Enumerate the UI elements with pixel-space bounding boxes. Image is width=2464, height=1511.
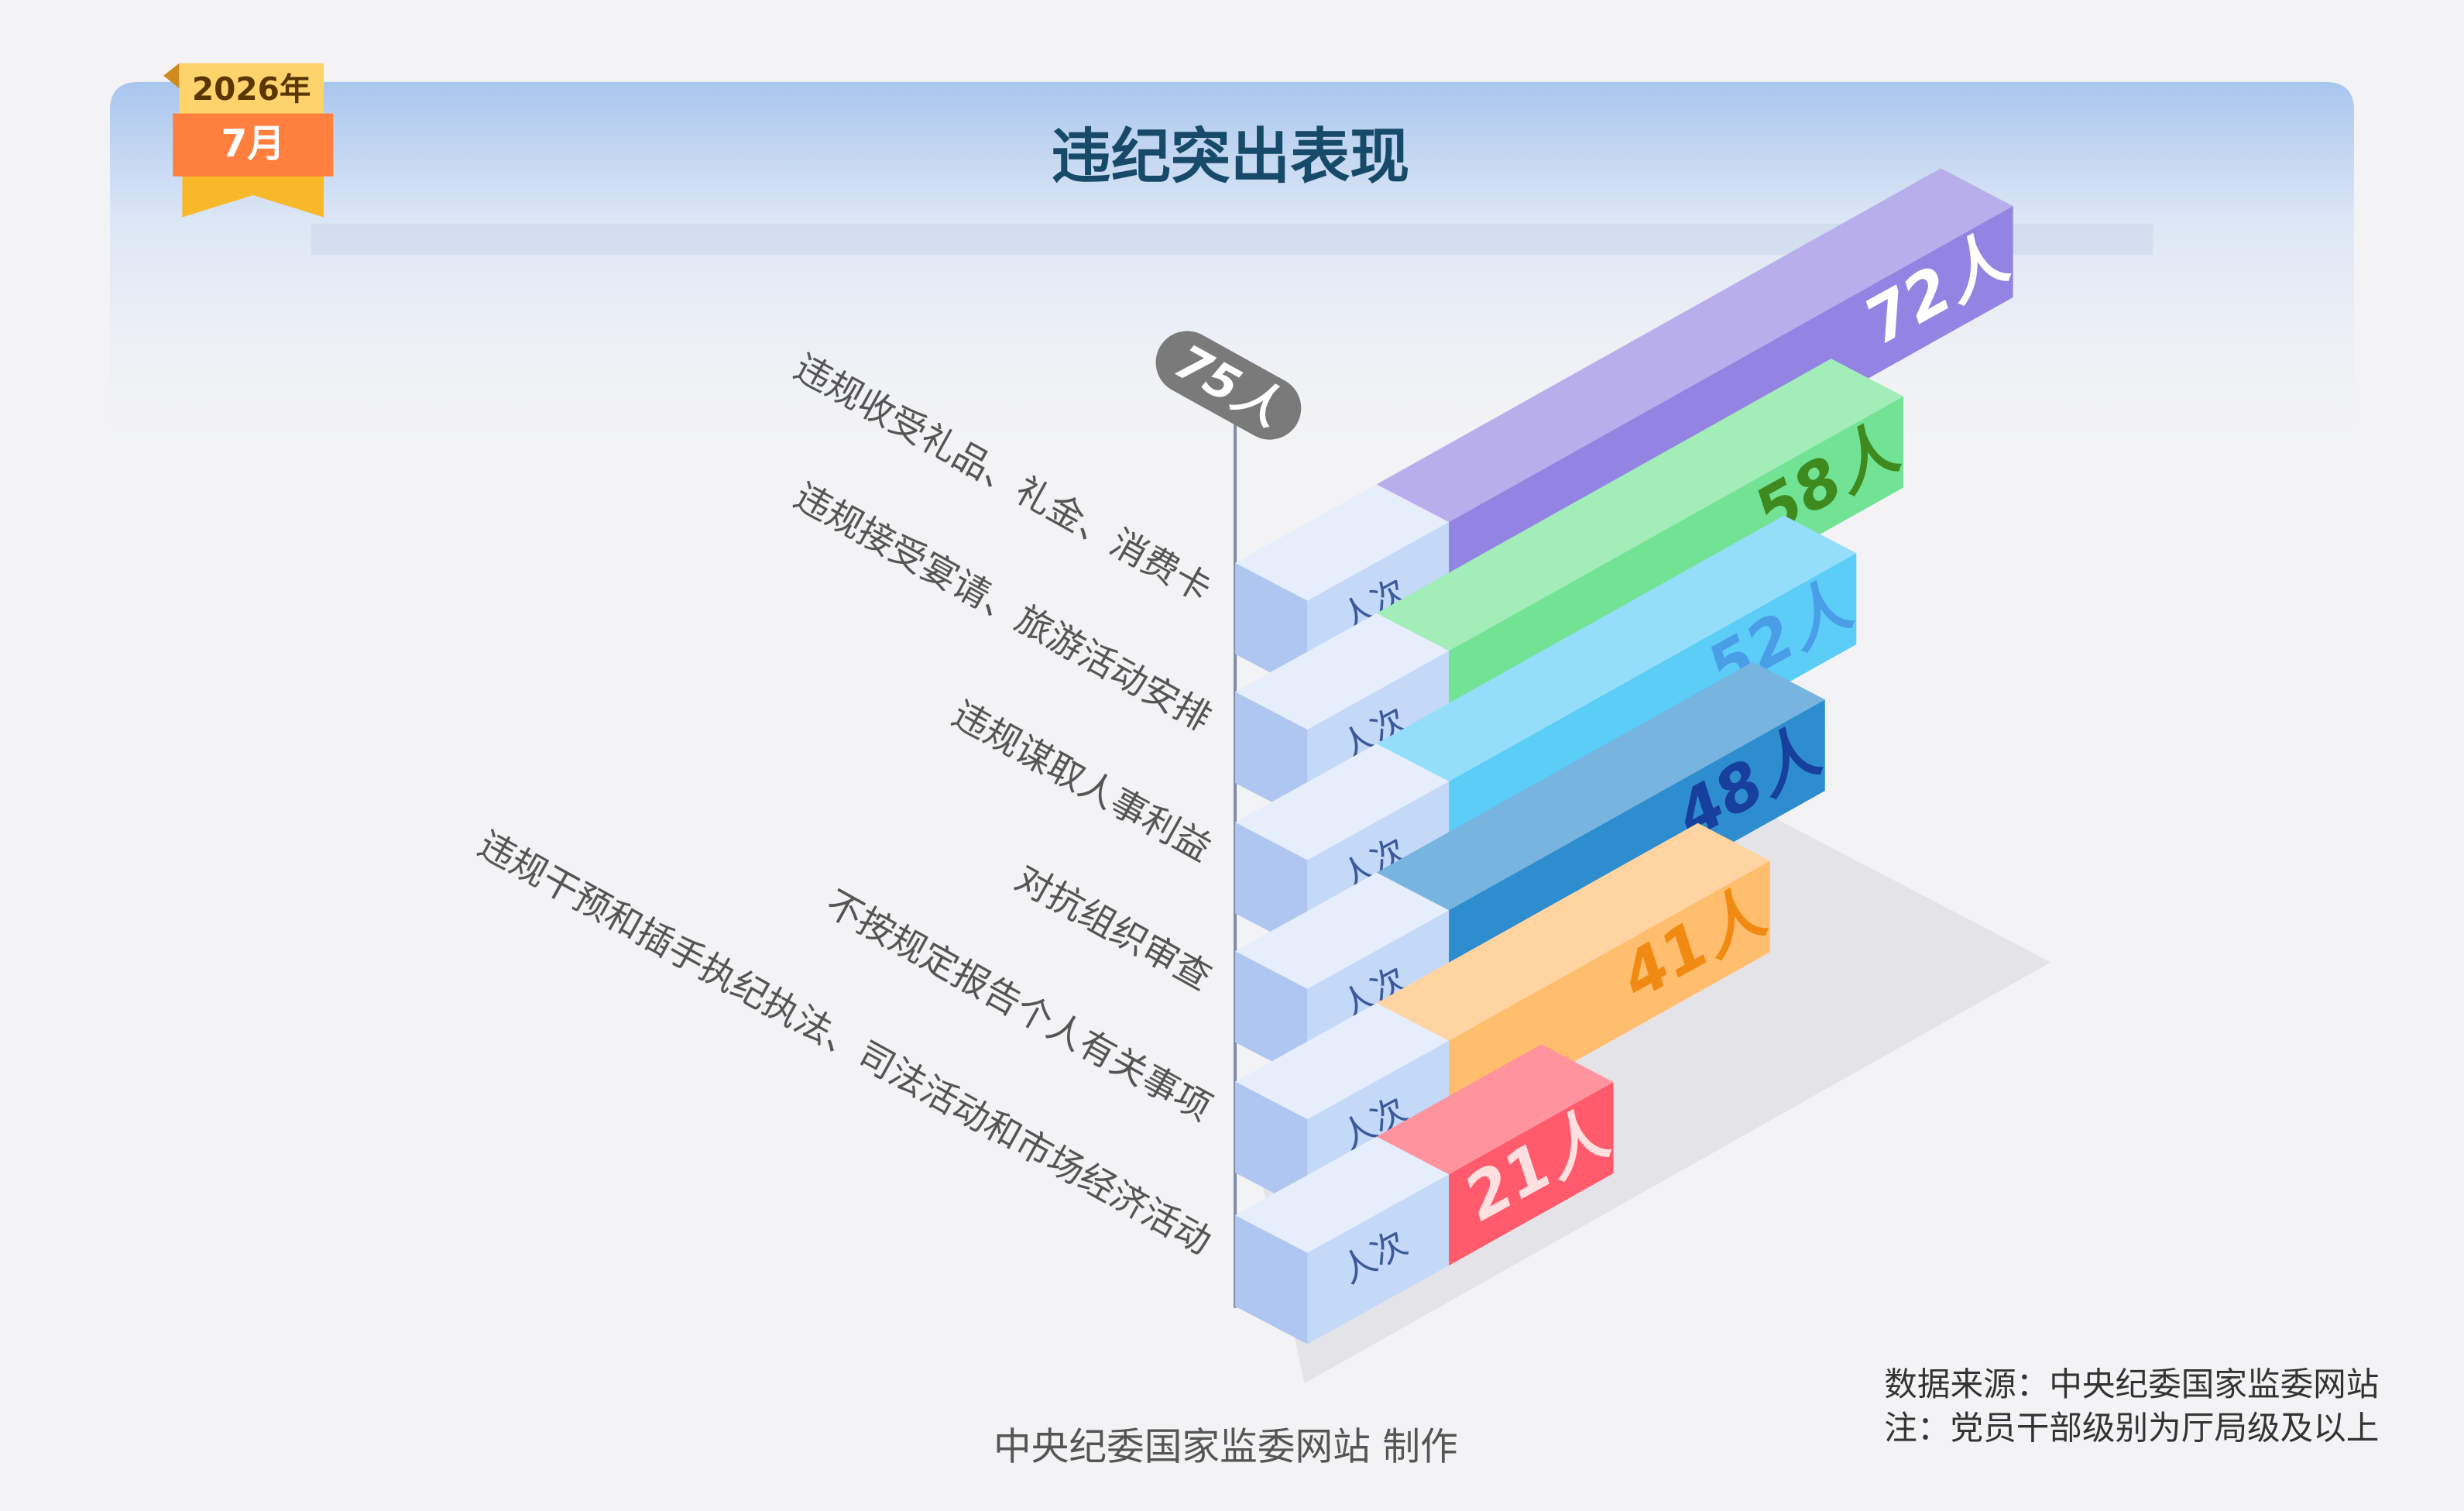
unit-block-front (1307, 1174, 1450, 1344)
unit-block-side (1235, 951, 1308, 1080)
badge-month-box (173, 113, 334, 177)
bar-top (1376, 168, 2013, 523)
axis-tag-box (1155, 331, 1302, 440)
bar-top (1376, 661, 1825, 911)
note: 注：党员干部级别为厅局级及以上 (1884, 1410, 2379, 1448)
unit-block-side (1235, 1215, 1308, 1344)
unit-block-top (1235, 743, 1450, 860)
unit-block-top (1235, 1136, 1450, 1253)
credit: 中央纪委国家监委网站 制作 (993, 1425, 1458, 1468)
unit-block-side (1235, 692, 1308, 821)
bar-top-highlight (1376, 359, 1903, 651)
chart-title: 违纪突出表现 (1052, 122, 1410, 191)
badge-year-box (179, 63, 324, 114)
plot: 75人人次72人违规收受礼品、礼金、消费卡人次58人违规接受宴请、旅游活动安排人… (471, 168, 2020, 1344)
unit-block-top (1235, 1003, 1450, 1120)
bar-top-highlight (1376, 661, 1825, 911)
bar-top-highlight (1376, 822, 1770, 1041)
badge-month: 7月 (221, 122, 285, 166)
source: 数据来源：中央纪委国家监委网站 (1884, 1365, 2379, 1404)
bar-top (1376, 359, 1903, 651)
bar-top-highlight (1376, 168, 2013, 523)
unit-block-top (1235, 613, 1450, 730)
unit-block-side (1235, 1081, 1308, 1211)
badge-fold (163, 63, 180, 89)
bar-top (1376, 515, 1857, 781)
unit-block-top (1235, 872, 1450, 989)
unit-block-top (1235, 484, 1450, 601)
badge-year: 2026年 (192, 70, 311, 108)
unit-block-side (1235, 822, 1308, 952)
bar-top (1376, 822, 1770, 1041)
bar-top (1376, 1044, 1614, 1175)
badge-ribbon (182, 173, 324, 218)
bar-top-highlight (1376, 515, 1857, 781)
unit-block-side (1235, 562, 1308, 692)
bar-top-highlight (1376, 1044, 1614, 1175)
bar (1449, 1082, 1614, 1266)
